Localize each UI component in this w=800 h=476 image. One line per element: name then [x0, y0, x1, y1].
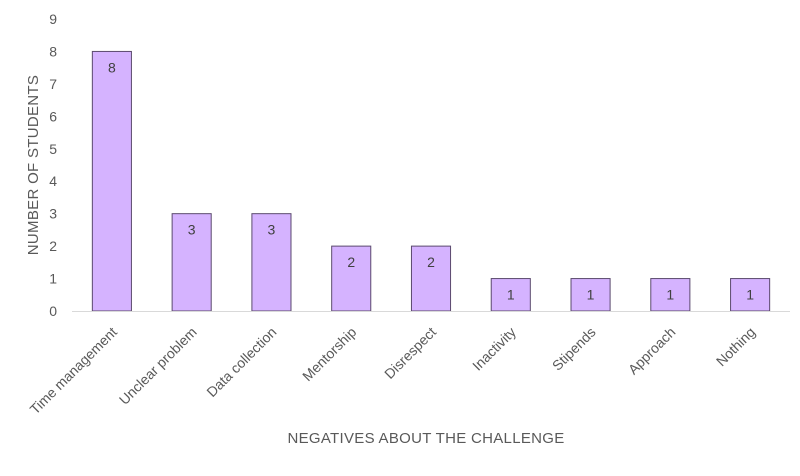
x-category-label: Time management: [27, 324, 121, 418]
y-tick-label: 5: [49, 141, 57, 157]
x-category-label: Approach: [625, 324, 679, 378]
x-axis-title: NEGATIVES ABOUT THE CHALLENGE: [287, 430, 564, 447]
y-tick-label: 0: [49, 303, 57, 319]
x-category-label: Mentorship: [299, 324, 359, 384]
bar: [91, 50, 132, 312]
y-tick-label: 2: [49, 238, 57, 254]
bar: [570, 278, 611, 312]
bar-data-label: 2: [347, 254, 355, 270]
bar: [331, 245, 372, 312]
bar-data-label: 1: [507, 287, 515, 303]
bar-data-label: 1: [587, 287, 595, 303]
bar: [171, 213, 212, 312]
x-category-label: Inactivity: [469, 324, 519, 374]
bar: [251, 213, 292, 312]
bar: [410, 245, 452, 312]
y-tick-label: 3: [49, 206, 57, 222]
y-tick-label: 1: [49, 271, 57, 287]
x-category-label: Stipends: [549, 324, 599, 374]
bar-data-label: 8: [108, 59, 116, 75]
x-category-label: Disrespect: [381, 324, 439, 382]
bar-data-label: 2: [427, 254, 435, 270]
x-category-label: Unclear problem: [116, 324, 200, 408]
y-tick-label: 7: [49, 76, 57, 92]
y-tick-label: 6: [49, 108, 57, 124]
y-axis-ticks: 0 1 2 3 4 5 6 7 8 9: [49, 11, 57, 319]
y-axis-title: NUMBER OF STUDENTS: [25, 75, 42, 255]
y-tick-label: 9: [49, 11, 57, 27]
bar-data-label: 1: [746, 287, 754, 303]
bar: [730, 278, 771, 312]
y-tick-label: 8: [49, 43, 57, 59]
bars-group: 8 3 3 2 2 1 1 1 1: [91, 50, 771, 312]
x-category-label: Data collection: [203, 324, 279, 400]
bar-data-label: 3: [188, 222, 196, 238]
x-category-label: Nothing: [713, 324, 758, 369]
y-tick-label: 4: [49, 173, 57, 189]
bar-data-label: 3: [268, 222, 276, 238]
bar-data-label: 1: [666, 287, 674, 303]
